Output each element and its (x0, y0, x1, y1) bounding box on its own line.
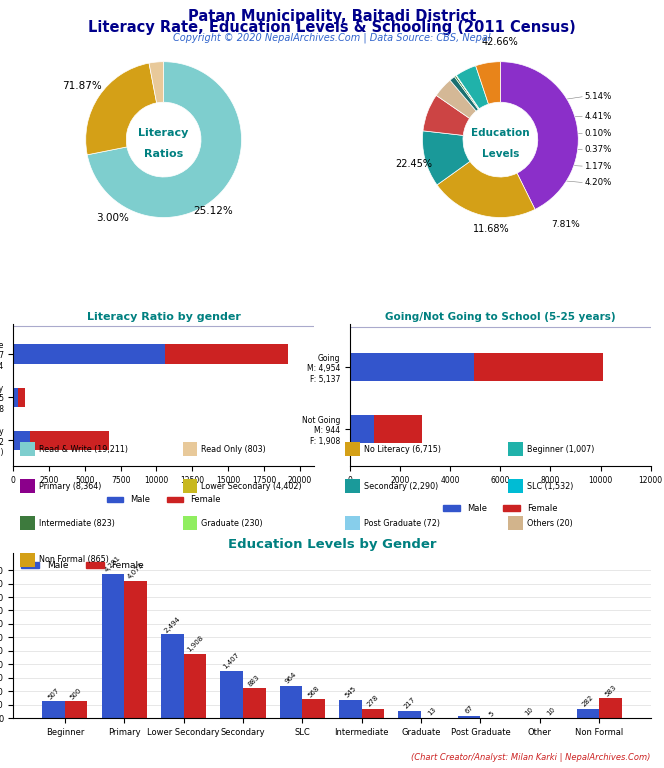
Text: No Literacy (6,715): No Literacy (6,715) (364, 445, 441, 454)
Text: Read & Write (19,211): Read & Write (19,211) (39, 445, 127, 454)
Title: Education Levels by Gender: Education Levels by Gender (228, 538, 436, 551)
Wedge shape (149, 61, 163, 103)
Text: 5: 5 (488, 710, 495, 717)
Bar (280, 686, 302, 718)
Text: Primary (8,364): Primary (8,364) (39, 482, 101, 491)
Text: Patan Municipality, Baitadi District: Patan Municipality, Baitadi District (188, 9, 476, 25)
Text: Non Formal (865): Non Formal (865) (39, 555, 108, 564)
Text: SLC (1,532): SLC (1,532) (527, 482, 573, 491)
Bar (374, 415, 422, 443)
Text: 4.20%: 4.20% (584, 178, 612, 187)
Text: 4.41%: 4.41% (584, 112, 612, 121)
Wedge shape (423, 95, 469, 135)
Text: 1,908: 1,908 (185, 634, 204, 654)
Text: 42.66%: 42.66% (482, 37, 519, 47)
Text: 7.81%: 7.81% (551, 220, 580, 229)
Text: Lower Secondary (4,402): Lower Secondary (4,402) (201, 482, 302, 491)
Wedge shape (456, 75, 479, 109)
Text: 13: 13 (427, 707, 438, 717)
Text: Literacy Rate, Education Levels & Schooling (2011 Census): Literacy Rate, Education Levels & School… (88, 20, 576, 35)
Wedge shape (436, 80, 476, 118)
Text: 568: 568 (307, 684, 321, 698)
Text: 1.17%: 1.17% (584, 161, 612, 170)
Bar (102, 574, 124, 718)
Text: 217: 217 (403, 697, 416, 710)
Bar (13, 345, 165, 364)
Text: 4,073: 4,073 (126, 562, 145, 581)
Text: 11.68%: 11.68% (473, 223, 510, 233)
Text: Others (20): Others (20) (527, 518, 572, 528)
Bar (243, 688, 266, 718)
Text: 67: 67 (464, 704, 475, 715)
Legend: Male, Female: Male, Female (18, 558, 148, 574)
Text: Levels: Levels (481, 149, 519, 159)
Bar (576, 709, 599, 718)
Text: 545: 545 (344, 686, 357, 699)
Bar (13, 388, 18, 407)
Bar (350, 415, 374, 443)
Text: Copyright © 2020 NepalArchives.Com | Data Source: CBS, Nepal: Copyright © 2020 NepalArchives.Com | Dat… (173, 32, 491, 43)
Bar (65, 701, 88, 718)
Text: 500: 500 (69, 687, 83, 700)
Bar (161, 634, 183, 718)
Text: 10: 10 (546, 707, 556, 717)
Wedge shape (86, 63, 157, 155)
Text: Literacy: Literacy (138, 128, 189, 138)
Text: 3.00%: 3.00% (96, 214, 129, 223)
Bar (42, 701, 65, 718)
Text: 4,291: 4,291 (104, 554, 122, 573)
Bar (474, 353, 603, 381)
Text: Graduate (230): Graduate (230) (201, 518, 263, 528)
Wedge shape (422, 131, 470, 185)
Wedge shape (455, 75, 479, 109)
Wedge shape (437, 161, 535, 217)
Text: Intermediate (823): Intermediate (823) (39, 518, 114, 528)
Text: 282: 282 (581, 694, 595, 708)
Text: 0.10%: 0.10% (584, 129, 612, 138)
Legend: Male, Female: Male, Female (104, 492, 224, 508)
Bar (302, 699, 325, 718)
Bar (18, 388, 25, 407)
Text: 10: 10 (523, 707, 534, 717)
Bar (599, 698, 622, 718)
Bar (458, 716, 481, 718)
Text: 22.45%: 22.45% (395, 159, 432, 169)
Bar (339, 700, 362, 718)
Bar (124, 581, 147, 718)
Text: 507: 507 (46, 687, 60, 700)
Text: 883: 883 (247, 674, 261, 687)
Bar (350, 353, 474, 381)
Text: (Chart Creator/Analyst: Milan Karki | NepalArchives.Com): (Chart Creator/Analyst: Milan Karki | Ne… (411, 753, 651, 762)
Wedge shape (475, 61, 501, 104)
Text: Beginner (1,007): Beginner (1,007) (527, 445, 594, 454)
Bar (13, 431, 30, 450)
Title: Going/Not Going to School (5-25 years): Going/Not Going to School (5-25 years) (385, 312, 616, 322)
Wedge shape (501, 61, 578, 210)
Bar (30, 431, 110, 450)
Text: 0.37%: 0.37% (584, 145, 612, 154)
Wedge shape (87, 61, 242, 217)
Legend: Male, Female: Male, Female (440, 501, 560, 516)
Wedge shape (450, 77, 478, 111)
Text: Ratios: Ratios (144, 149, 183, 159)
Text: Secondary (2,290): Secondary (2,290) (364, 482, 438, 491)
Text: 1,407: 1,407 (222, 651, 241, 670)
Text: Education: Education (471, 128, 530, 138)
Bar (165, 345, 288, 364)
Text: 5.14%: 5.14% (584, 92, 612, 101)
Bar (398, 710, 421, 718)
Bar (220, 670, 243, 718)
Bar (183, 654, 206, 718)
Text: Read Only (803): Read Only (803) (201, 445, 266, 454)
Text: 2,494: 2,494 (163, 615, 181, 634)
Text: 964: 964 (284, 671, 298, 685)
Wedge shape (456, 66, 489, 109)
Text: 278: 278 (366, 694, 380, 708)
Bar (362, 709, 384, 718)
Title: Literacy Ratio by gender: Literacy Ratio by gender (87, 312, 240, 322)
Text: 25.12%: 25.12% (193, 206, 233, 216)
Text: 583: 583 (604, 684, 618, 698)
Text: Post Graduate (72): Post Graduate (72) (364, 518, 440, 528)
Text: 71.87%: 71.87% (62, 81, 102, 91)
